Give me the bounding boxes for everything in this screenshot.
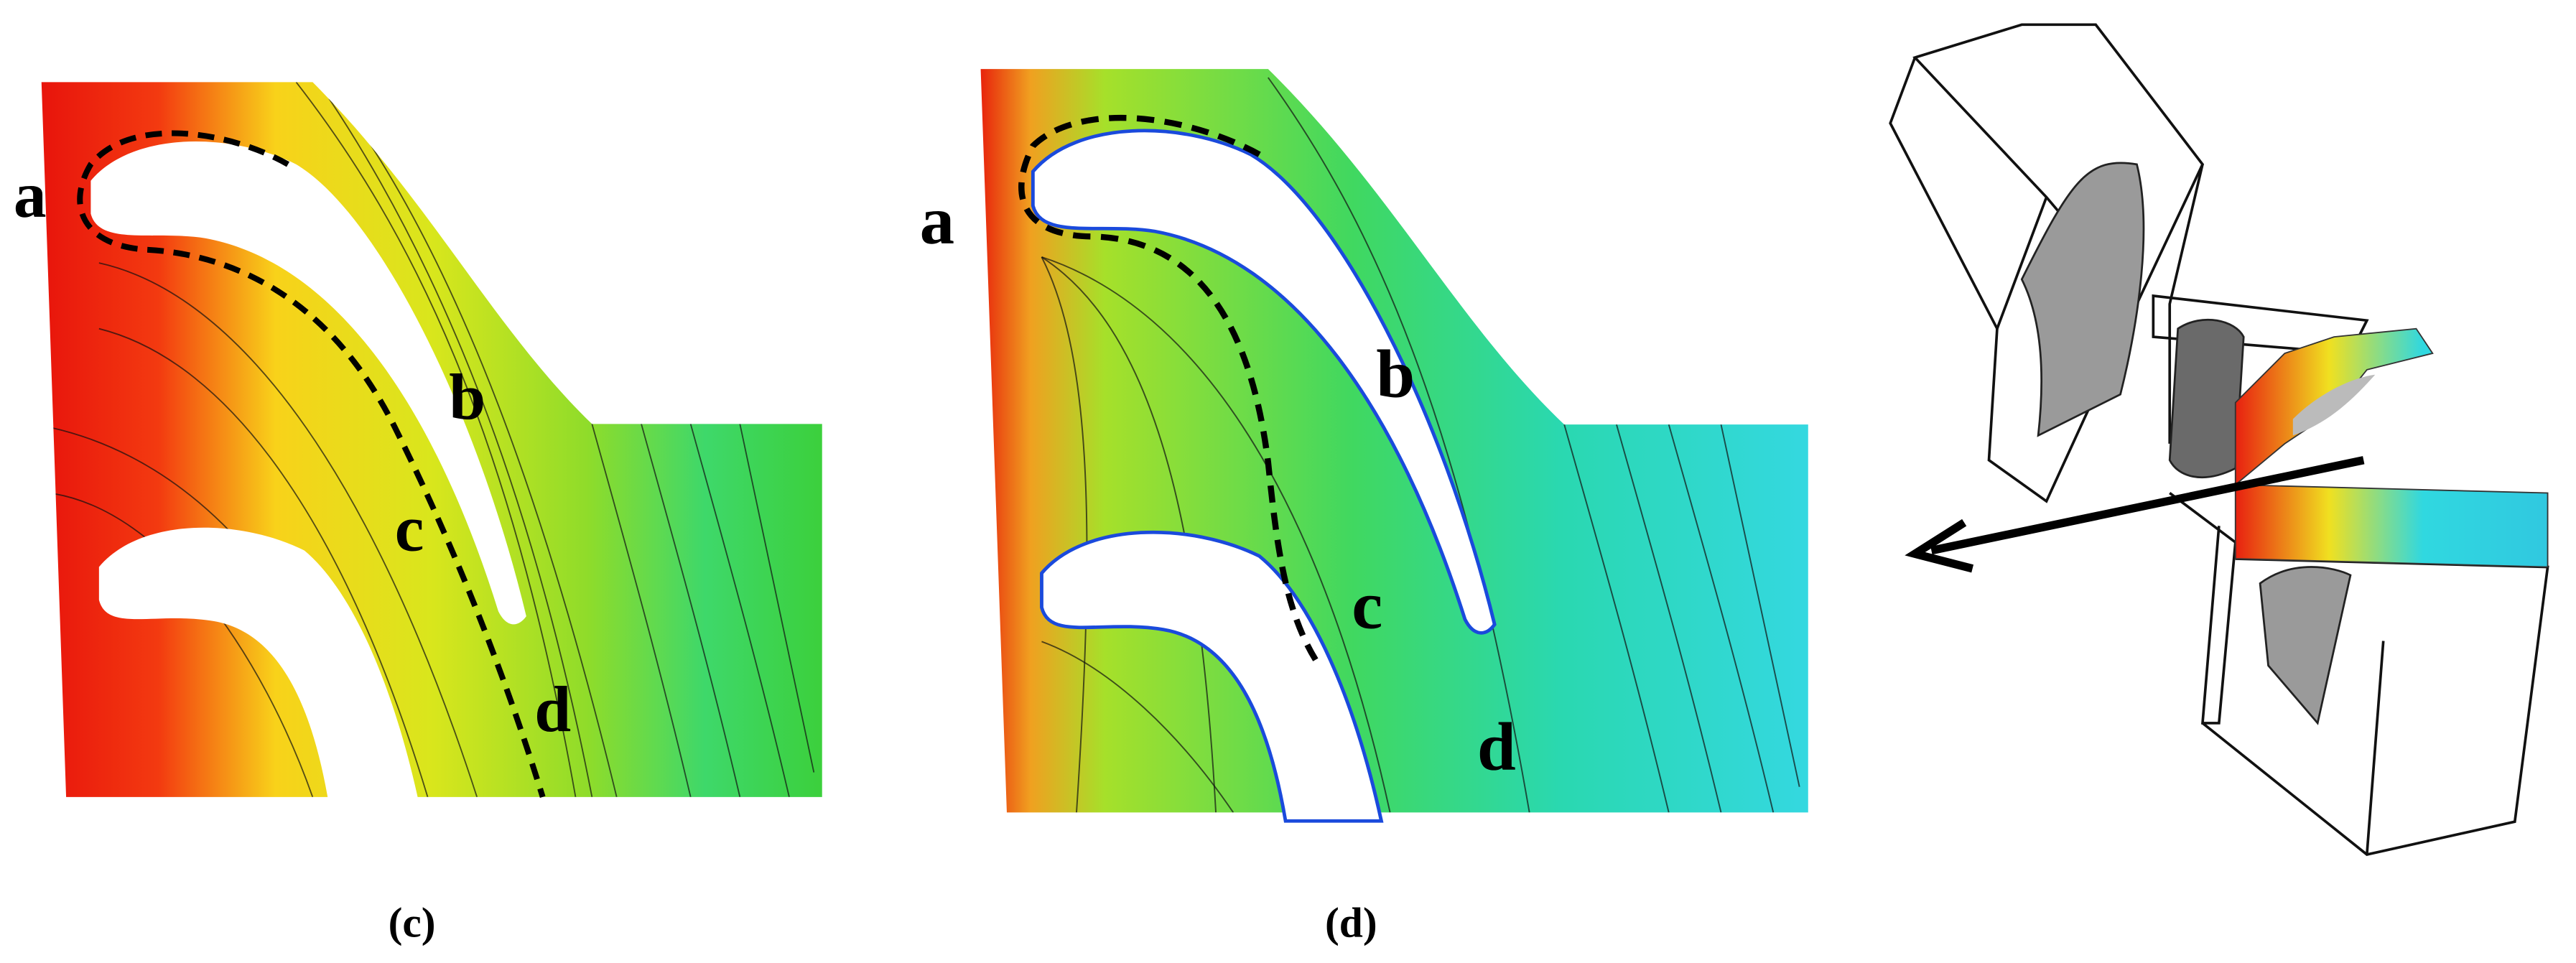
point-label: d <box>534 672 571 745</box>
point-label: b <box>449 360 485 434</box>
path <box>1041 256 1217 813</box>
path <box>1889 57 2048 332</box>
path <box>361 131 618 797</box>
path <box>1563 424 1670 813</box>
path <box>2169 492 2237 725</box>
point-label: d <box>1477 709 1516 785</box>
path <box>591 424 692 797</box>
path <box>2168 164 2204 444</box>
dashed-path <box>77 130 546 799</box>
point-label: b <box>1376 336 1415 412</box>
blade <box>1040 530 1384 823</box>
path <box>98 262 478 797</box>
path <box>2201 557 2549 856</box>
path <box>1668 424 1775 813</box>
path <box>1720 424 1800 787</box>
path <box>1041 256 1391 813</box>
path <box>1616 424 1722 813</box>
panel-d: a b c d <box>920 69 1808 823</box>
path <box>2292 374 2376 436</box>
dashed-path <box>1018 115 1324 669</box>
path <box>1041 641 1234 813</box>
panel-caption: (d) <box>1325 898 1377 946</box>
path <box>739 424 815 773</box>
blade <box>1031 129 1497 635</box>
point-label: a <box>920 182 955 259</box>
path <box>2259 566 2352 725</box>
path <box>98 327 429 797</box>
point-label: c <box>1352 567 1382 643</box>
panel-caption: (c) <box>389 898 436 946</box>
point-label: c <box>395 492 424 565</box>
path <box>328 98 593 797</box>
path <box>1041 256 1088 813</box>
path <box>689 424 790 797</box>
path <box>2366 641 2385 855</box>
path <box>1268 77 1530 813</box>
blade <box>90 141 526 625</box>
blade <box>98 527 420 806</box>
path <box>295 82 577 797</box>
streamlines <box>1041 77 1800 813</box>
panel-c: a b c d (c) <box>14 82 822 946</box>
path <box>2020 162 2145 437</box>
3d-sketch <box>1889 23 2549 856</box>
path <box>1905 518 1974 573</box>
path <box>2233 327 2549 568</box>
path <box>641 424 741 797</box>
line <box>1930 456 2365 555</box>
point-label: a <box>14 158 47 231</box>
path <box>2168 318 2245 479</box>
